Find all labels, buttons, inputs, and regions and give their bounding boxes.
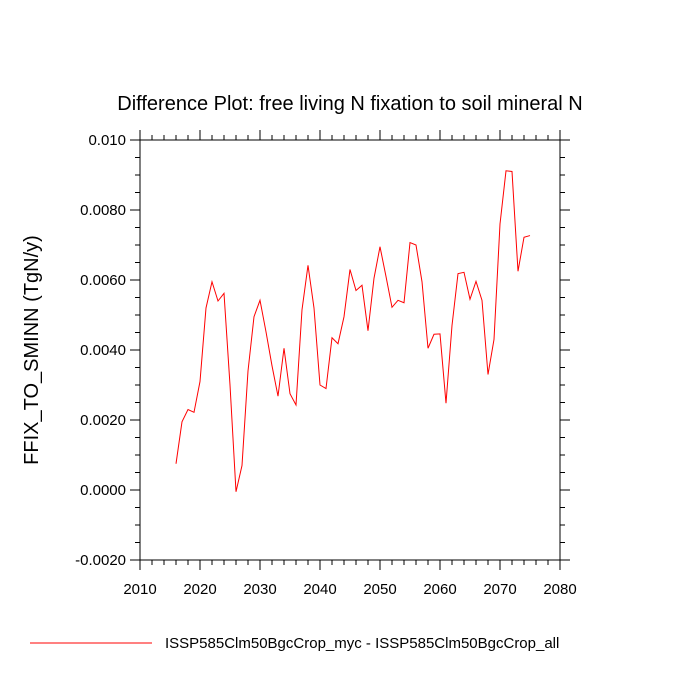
y-tick-label: 0.010 [88,132,126,149]
y-axis-label: FFIX_TO_SMINN (TgN/y) [21,235,43,465]
x-tick-label: 2050 [363,581,396,598]
y-tick-label: 0.0040 [80,342,126,359]
y-tick-label: 0.0080 [80,202,126,219]
series-group [175,170,531,492]
series-line [175,170,531,492]
y-tick-label: -0.0020 [75,552,126,569]
x-tick-label: 2060 [423,581,456,598]
x-tick-label: 2030 [243,581,276,598]
x-tick-label: 2020 [183,581,216,598]
legend-entry: ISSP585Clm50BgcCrop_myc - ISSP585Clm50Bg… [165,635,559,652]
plot-frame [139,139,561,561]
tick-labels: 2010 2020 2030 2040 2050 2060 2070 2080 -0.0020 0… [75,132,577,598]
major-ticks [130,130,570,570]
minor-ticks [135,135,565,565]
y-tick-label: 0.0060 [80,272,126,289]
chart-title: Difference Plot: free living N fixation … [117,93,582,115]
x-tick-label: 2070 [483,581,516,598]
x-tick-label: 2080 [543,581,576,598]
legend: ISSP585Clm50BgcCrop_myc - ISSP585Clm50Bg… [30,635,559,652]
x-tick-label: 2010 [123,581,156,598]
y-tick-label: 0.0000 [80,482,126,499]
x-tick-label: 2040 [303,581,336,598]
y-tick-label: 0.0020 [80,412,126,429]
